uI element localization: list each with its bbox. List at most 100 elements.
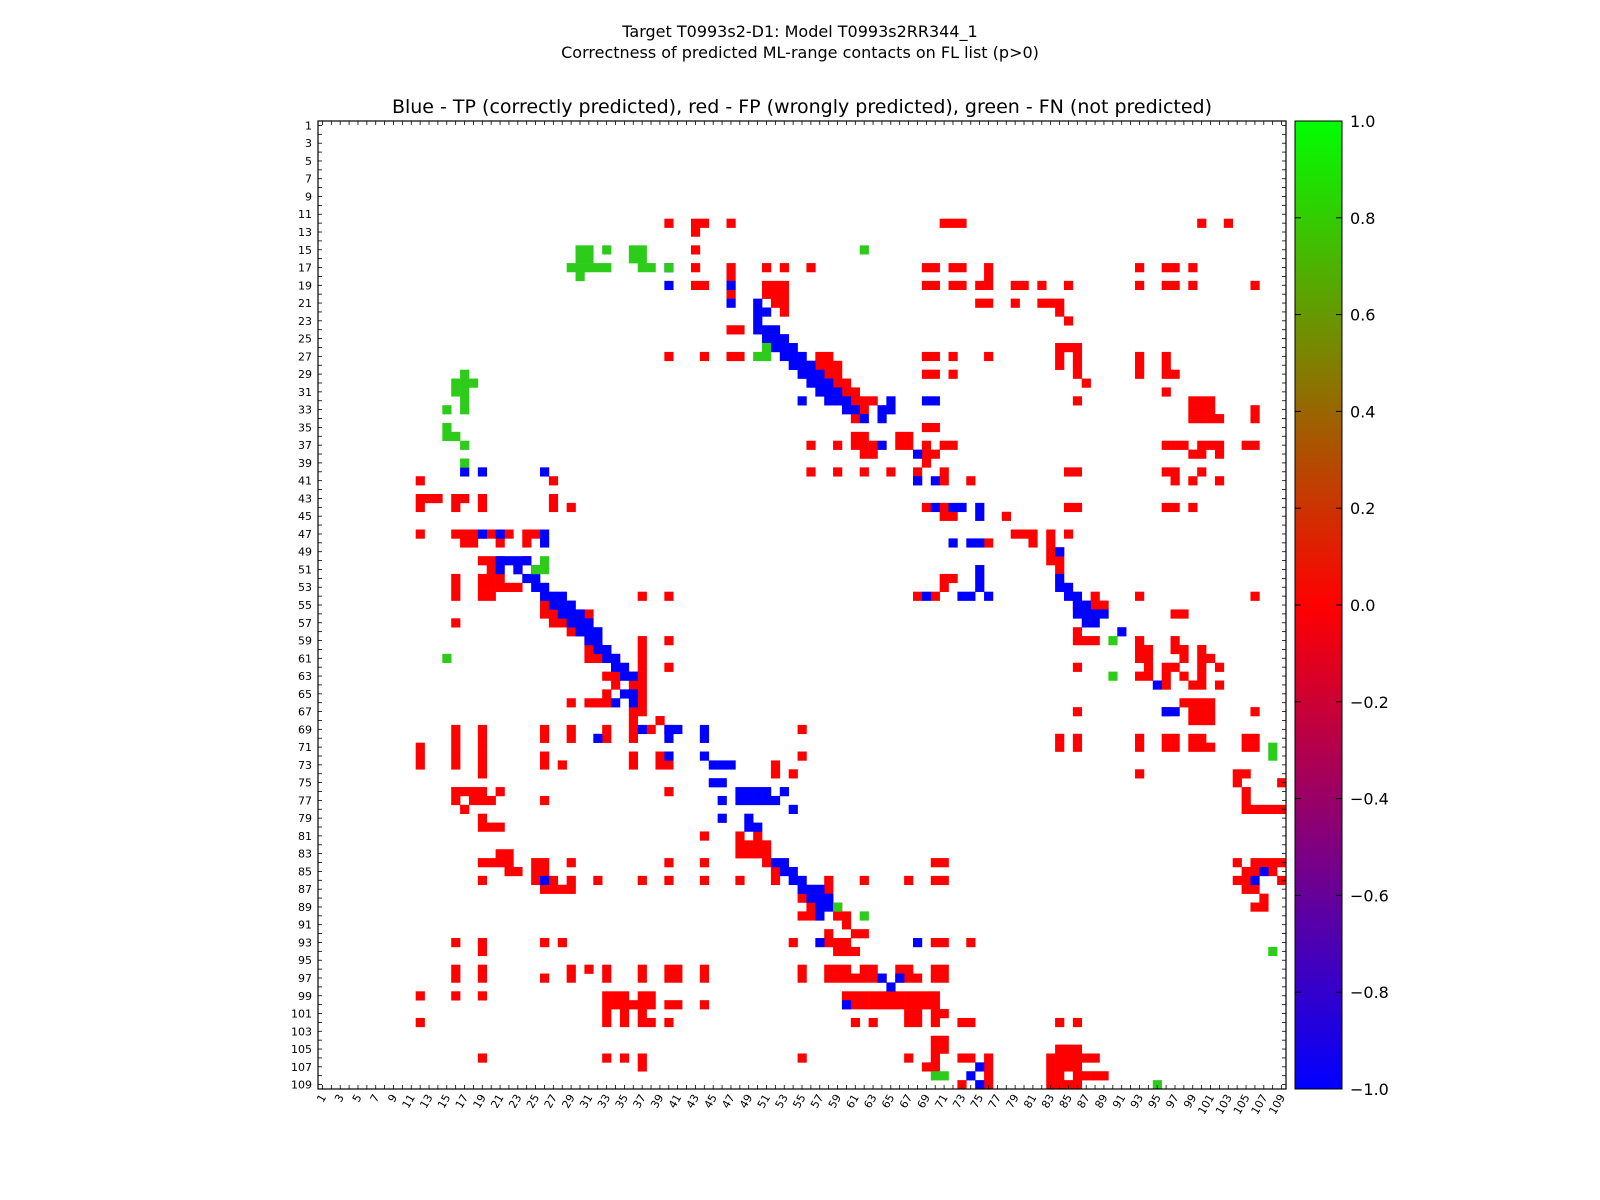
cell-fp bbox=[477, 991, 488, 1001]
cell-fp bbox=[904, 1000, 914, 1010]
cell-fp bbox=[868, 964, 878, 974]
cell-fp bbox=[1250, 405, 1260, 415]
cell-fp bbox=[904, 431, 914, 442]
cell-fp bbox=[415, 502, 425, 513]
cell-fp bbox=[1099, 600, 1109, 610]
y-tick-label: 55 bbox=[298, 599, 312, 612]
cell-fp bbox=[841, 991, 852, 1001]
cell-tp bbox=[1090, 618, 1100, 628]
cell-fp bbox=[1046, 1080, 1056, 1090]
cell-fp bbox=[495, 858, 505, 868]
cell-tp bbox=[824, 893, 834, 903]
cell-fp bbox=[1170, 467, 1180, 477]
x-tick-label: 25 bbox=[524, 1092, 542, 1111]
cell-tp bbox=[815, 893, 825, 903]
cell-tp bbox=[717, 813, 727, 823]
cell-fp bbox=[895, 991, 905, 1001]
cell-fp bbox=[833, 360, 843, 370]
cell-fp bbox=[540, 724, 550, 735]
cell-tp bbox=[540, 538, 550, 548]
y-tick-label: 27 bbox=[298, 350, 312, 363]
cell-fp bbox=[762, 263, 772, 273]
cell-fp bbox=[868, 440, 878, 450]
cell-fp bbox=[1197, 707, 1207, 717]
cell-fp bbox=[1197, 653, 1207, 664]
cell-fp bbox=[957, 218, 967, 228]
cell-fp bbox=[833, 467, 843, 477]
cell-fp bbox=[1081, 1071, 1091, 1081]
cell-fp bbox=[984, 351, 994, 362]
cell-fp bbox=[460, 538, 470, 548]
cell-fp bbox=[1179, 653, 1189, 664]
y-tick-label: 97 bbox=[298, 972, 312, 985]
cell-tp bbox=[602, 653, 612, 664]
cell-fp bbox=[877, 1000, 887, 1010]
cell-fp bbox=[859, 991, 869, 1001]
y-tick-label: 5 bbox=[305, 155, 312, 168]
cell-fp bbox=[637, 1000, 647, 1010]
cell-tp bbox=[788, 866, 798, 877]
cell-fp bbox=[1197, 405, 1207, 415]
cell-fp bbox=[690, 245, 701, 255]
cell-fp bbox=[779, 263, 789, 273]
cell-tp bbox=[824, 396, 834, 406]
cell-fp bbox=[1055, 733, 1065, 743]
cell-tp bbox=[593, 636, 603, 646]
cell-fp bbox=[948, 511, 958, 521]
cell-fp bbox=[939, 1044, 949, 1054]
cell-fp bbox=[1197, 440, 1207, 450]
cell-fn bbox=[753, 351, 763, 362]
cell-fp bbox=[566, 733, 576, 743]
cell-fp bbox=[486, 556, 496, 566]
cell-fp bbox=[628, 716, 639, 726]
cell-fp bbox=[1161, 369, 1171, 379]
cell-fp bbox=[1197, 662, 1207, 672]
cell-fp bbox=[1170, 502, 1180, 513]
cell-fp bbox=[1161, 742, 1171, 752]
cell-fp bbox=[957, 1017, 967, 1028]
cell-tp bbox=[584, 627, 594, 637]
cell-fp bbox=[477, 733, 488, 743]
cell-tp bbox=[735, 795, 745, 806]
cell-fp bbox=[1232, 778, 1242, 788]
cell-fp bbox=[1135, 671, 1145, 681]
cell-tp bbox=[540, 467, 550, 477]
cell-tp bbox=[779, 858, 789, 868]
cell-fp bbox=[460, 493, 470, 504]
cell-fn bbox=[637, 254, 647, 264]
cell-fp bbox=[948, 351, 958, 362]
cell-tp bbox=[930, 396, 940, 406]
cell-tp bbox=[717, 760, 727, 770]
cell-fp bbox=[1188, 733, 1198, 743]
cell-fp bbox=[948, 573, 958, 584]
cell-tp bbox=[1099, 609, 1109, 619]
cell-tp bbox=[1055, 573, 1065, 584]
x-tick-label: 95 bbox=[1146, 1092, 1164, 1111]
cell-fp bbox=[895, 1000, 905, 1010]
cell-fp bbox=[495, 822, 505, 832]
cell-tp bbox=[762, 787, 772, 797]
cell-fp bbox=[770, 866, 781, 877]
x-tick-label: 31 bbox=[577, 1092, 595, 1111]
cell-tp bbox=[1090, 609, 1100, 619]
cell-fp bbox=[637, 707, 647, 717]
cell-fp bbox=[664, 1000, 674, 1010]
cell-fn bbox=[628, 245, 639, 255]
cell-fp bbox=[824, 351, 834, 362]
y-tick-label: 103 bbox=[291, 1025, 312, 1038]
cell-fp bbox=[1179, 698, 1189, 708]
cell-fp bbox=[1197, 733, 1207, 743]
cell-fp bbox=[637, 973, 647, 983]
cell-fp bbox=[895, 431, 905, 442]
cell-fp bbox=[495, 538, 505, 548]
cell-fp bbox=[566, 858, 576, 868]
cell-fp bbox=[1010, 280, 1020, 291]
cell-fp bbox=[762, 289, 772, 299]
cell-tp bbox=[921, 591, 932, 601]
cell-fp bbox=[1206, 440, 1216, 450]
y-axis-tick-labels: 1357911131517192123252729313335373941434… bbox=[291, 119, 312, 1091]
cell-fp bbox=[602, 1009, 612, 1019]
cell-fp bbox=[895, 440, 905, 450]
cell-fp bbox=[486, 573, 496, 584]
cell-fp bbox=[948, 369, 958, 379]
